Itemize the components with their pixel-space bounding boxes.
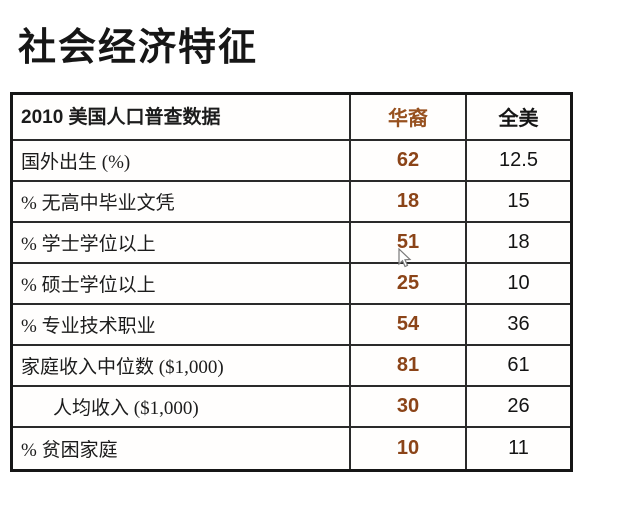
table-header-chinese: 华裔 bbox=[351, 95, 467, 141]
table-header-dataset: 2010 美国人口普查数据 bbox=[13, 95, 351, 141]
row-label-masters-plus: % 硕士学位以上 bbox=[13, 264, 351, 305]
census-data-table: 2010 美国人口普查数据 华裔 全美 国外出生 (%) 62 12.5 % 无… bbox=[10, 92, 573, 472]
page-title: 社会经济特征 bbox=[18, 27, 259, 69]
row-label-professional-occupation: % 专业技术职业 bbox=[13, 305, 351, 346]
row-value-us: 36 bbox=[467, 305, 570, 346]
row-value-us: 12.5 bbox=[467, 141, 570, 182]
row-value-chinese: 62 bbox=[351, 141, 467, 182]
row-label-foreign-born: 国外出生 (%) bbox=[13, 141, 351, 182]
row-value-us: 15 bbox=[467, 182, 570, 223]
row-label-median-household-income: 家庭收入中位数 ($1,000) bbox=[13, 346, 351, 387]
table-header-us: 全美 bbox=[467, 95, 570, 141]
row-label-per-capita-income: 人均收入 ($1,000) bbox=[13, 387, 351, 428]
row-value-us: 61 bbox=[467, 346, 570, 387]
row-value-chinese: 51 bbox=[351, 223, 467, 264]
row-value-chinese: 10 bbox=[351, 428, 467, 469]
row-value-chinese: 81 bbox=[351, 346, 467, 387]
row-value-us: 10 bbox=[467, 264, 570, 305]
row-label-poverty-families: % 贫困家庭 bbox=[13, 428, 351, 469]
row-value-us: 26 bbox=[467, 387, 570, 428]
row-label-no-hs-diploma: % 无高中毕业文凭 bbox=[13, 182, 351, 223]
row-value-us: 18 bbox=[467, 223, 570, 264]
row-label-bachelors-plus: % 学士学位以上 bbox=[13, 223, 351, 264]
row-value-us: 11 bbox=[508, 437, 529, 459]
row-value-chinese: 54 bbox=[351, 305, 467, 346]
row-value-chinese: 30 bbox=[351, 387, 467, 428]
row-value-chinese: 18 bbox=[351, 182, 467, 223]
row-value-chinese: 25 bbox=[351, 264, 467, 305]
